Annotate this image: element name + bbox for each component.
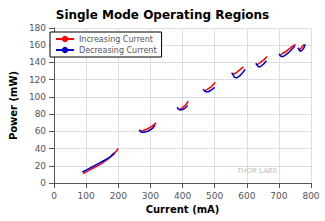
- svg-text:60: 60: [35, 126, 47, 136]
- svg-text:Current (mA): Current (mA): [146, 204, 220, 215]
- svg-text:0: 0: [40, 178, 46, 188]
- svg-text:40: 40: [35, 144, 47, 154]
- svg-text:Decreasing Current: Decreasing Current: [79, 46, 157, 55]
- svg-text:140: 140: [29, 57, 46, 67]
- svg-text:100: 100: [78, 191, 95, 201]
- svg-text:100: 100: [29, 92, 46, 102]
- svg-text:600: 600: [238, 191, 255, 201]
- svg-text:0: 0: [51, 191, 57, 201]
- svg-text:160: 160: [29, 40, 46, 50]
- svg-text:500: 500: [206, 191, 223, 201]
- svg-text:800: 800: [302, 191, 319, 201]
- svg-text:THOR LABS: THOR LABS: [237, 167, 278, 175]
- svg-text:Single Mode Operating Regions: Single Mode Operating Regions: [56, 8, 270, 22]
- svg-text:700: 700: [270, 191, 287, 201]
- svg-text:300: 300: [142, 191, 159, 201]
- svg-text:120: 120: [29, 75, 46, 85]
- svg-text:20: 20: [35, 161, 47, 171]
- svg-text:80: 80: [35, 109, 47, 119]
- svg-text:Increasing Current: Increasing Current: [79, 35, 153, 44]
- svg-text:Power (mW): Power (mW): [8, 71, 19, 140]
- svg-text:400: 400: [174, 191, 191, 201]
- svg-text:200: 200: [110, 191, 127, 201]
- svg-text:180: 180: [29, 23, 46, 33]
